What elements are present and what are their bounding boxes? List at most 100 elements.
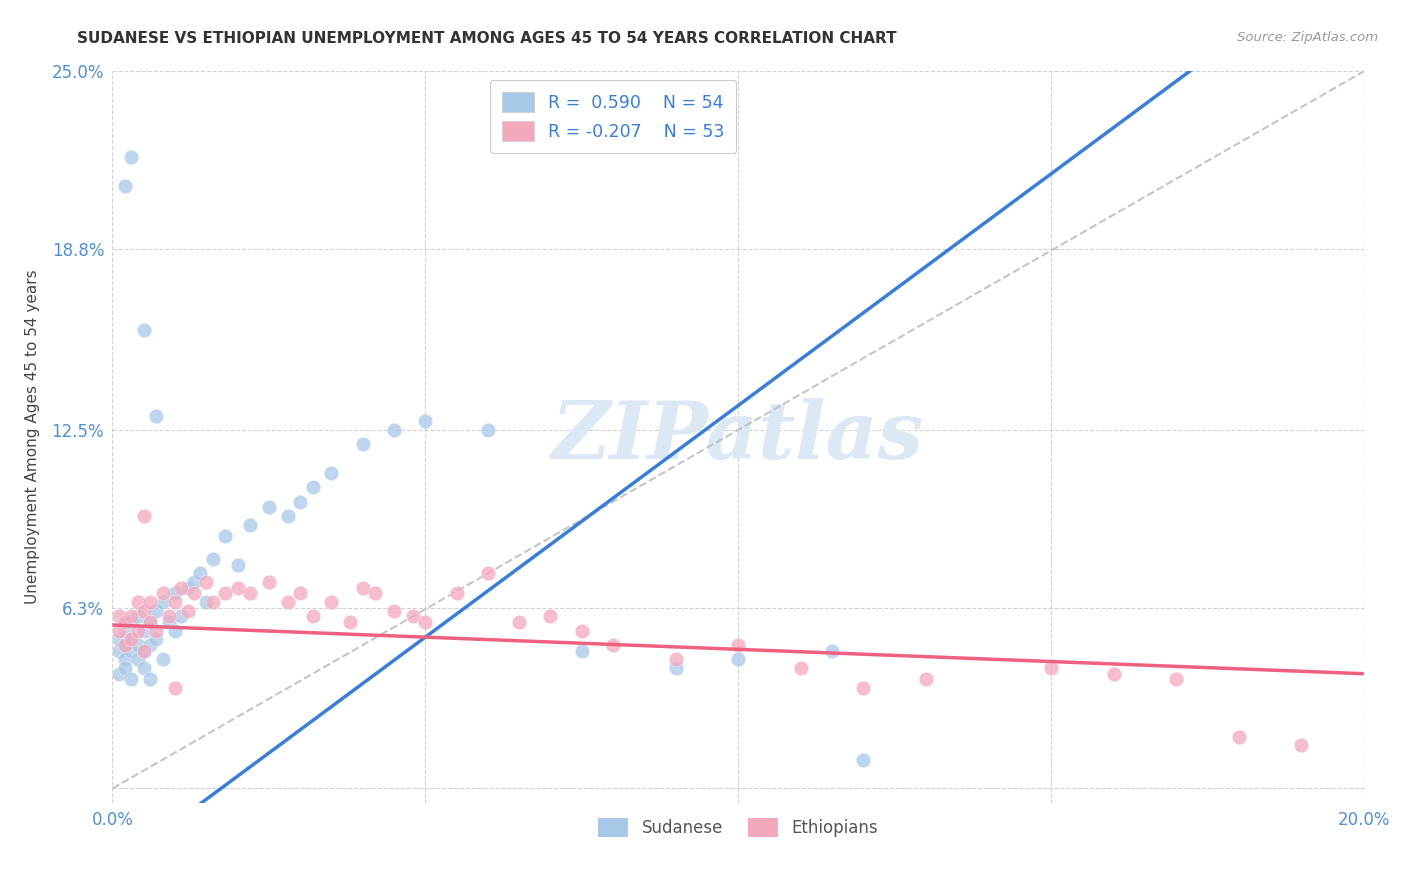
Point bbox=[508, 615, 530, 629]
Point bbox=[277, 508, 299, 523]
Point bbox=[107, 624, 129, 638]
Point bbox=[290, 586, 312, 600]
Point bbox=[120, 632, 142, 647]
Point bbox=[477, 566, 499, 581]
Point bbox=[163, 586, 186, 600]
Point bbox=[321, 466, 343, 480]
Point bbox=[120, 609, 142, 624]
Point bbox=[139, 615, 162, 629]
Point bbox=[571, 624, 593, 638]
Point bbox=[127, 609, 149, 624]
Point bbox=[352, 581, 374, 595]
Point bbox=[214, 586, 236, 600]
Point bbox=[163, 595, 186, 609]
Point bbox=[1166, 673, 1188, 687]
Point bbox=[571, 644, 593, 658]
Point bbox=[195, 595, 218, 609]
Point bbox=[114, 652, 136, 666]
Point bbox=[446, 586, 468, 600]
Point bbox=[727, 652, 749, 666]
Point bbox=[183, 574, 205, 589]
Point bbox=[114, 661, 136, 675]
Point bbox=[277, 595, 299, 609]
Point bbox=[201, 595, 224, 609]
Point bbox=[132, 508, 155, 523]
Y-axis label: Unemployment Among Ages 45 to 54 years: Unemployment Among Ages 45 to 54 years bbox=[25, 269, 41, 605]
Point bbox=[852, 681, 875, 695]
Point bbox=[132, 644, 155, 658]
Legend: Sudanese, Ethiopians: Sudanese, Ethiopians bbox=[591, 810, 886, 846]
Point bbox=[257, 500, 280, 515]
Point bbox=[301, 480, 323, 494]
Point bbox=[114, 179, 136, 194]
Point bbox=[139, 615, 162, 629]
Point bbox=[107, 609, 129, 624]
Point bbox=[170, 581, 193, 595]
Point bbox=[132, 604, 155, 618]
Point bbox=[915, 673, 938, 687]
Point bbox=[132, 644, 155, 658]
Point bbox=[127, 652, 149, 666]
Point bbox=[152, 652, 174, 666]
Text: SUDANESE VS ETHIOPIAN UNEMPLOYMENT AMONG AGES 45 TO 54 YEARS CORRELATION CHART: SUDANESE VS ETHIOPIAN UNEMPLOYMENT AMONG… bbox=[77, 31, 897, 46]
Point bbox=[183, 586, 205, 600]
Point bbox=[239, 517, 262, 532]
Point bbox=[145, 604, 167, 618]
Point bbox=[1291, 739, 1313, 753]
Point bbox=[132, 661, 155, 675]
Point bbox=[132, 624, 155, 638]
Point bbox=[339, 615, 361, 629]
Point bbox=[139, 638, 162, 652]
Point bbox=[152, 595, 174, 609]
Point bbox=[1102, 666, 1125, 681]
Point bbox=[157, 609, 180, 624]
Point bbox=[188, 566, 211, 581]
Point bbox=[727, 638, 749, 652]
Point bbox=[157, 615, 180, 629]
Point bbox=[382, 423, 405, 437]
Point bbox=[107, 632, 129, 647]
Point bbox=[352, 437, 374, 451]
Point bbox=[114, 638, 136, 652]
Point bbox=[195, 574, 218, 589]
Point bbox=[290, 494, 312, 508]
Point bbox=[114, 638, 136, 652]
Point bbox=[145, 409, 167, 423]
Text: ZIPatlas: ZIPatlas bbox=[553, 399, 924, 475]
Point bbox=[145, 632, 167, 647]
Point bbox=[163, 624, 186, 638]
Point bbox=[163, 681, 186, 695]
Point bbox=[201, 552, 224, 566]
Point bbox=[114, 615, 136, 629]
Point bbox=[139, 595, 162, 609]
Point bbox=[821, 644, 844, 658]
Point bbox=[145, 624, 167, 638]
Point bbox=[664, 652, 686, 666]
Point bbox=[176, 604, 198, 618]
Point bbox=[127, 638, 149, 652]
Point bbox=[107, 644, 129, 658]
Point bbox=[132, 322, 155, 336]
Point bbox=[1227, 730, 1250, 744]
Point bbox=[127, 595, 149, 609]
Point bbox=[364, 586, 387, 600]
Point bbox=[415, 414, 437, 428]
Point bbox=[226, 558, 249, 572]
Point bbox=[176, 581, 198, 595]
Point bbox=[790, 661, 813, 675]
Point bbox=[214, 529, 236, 543]
Point bbox=[415, 615, 437, 629]
Point bbox=[540, 609, 562, 624]
Point bbox=[477, 423, 499, 437]
Point bbox=[120, 673, 142, 687]
Point bbox=[664, 661, 686, 675]
Point bbox=[301, 609, 323, 624]
Point bbox=[120, 644, 142, 658]
Point bbox=[139, 673, 162, 687]
Point bbox=[382, 604, 405, 618]
Point bbox=[107, 666, 129, 681]
Point bbox=[114, 624, 136, 638]
Point bbox=[170, 609, 193, 624]
Point bbox=[852, 753, 875, 767]
Point bbox=[120, 615, 142, 629]
